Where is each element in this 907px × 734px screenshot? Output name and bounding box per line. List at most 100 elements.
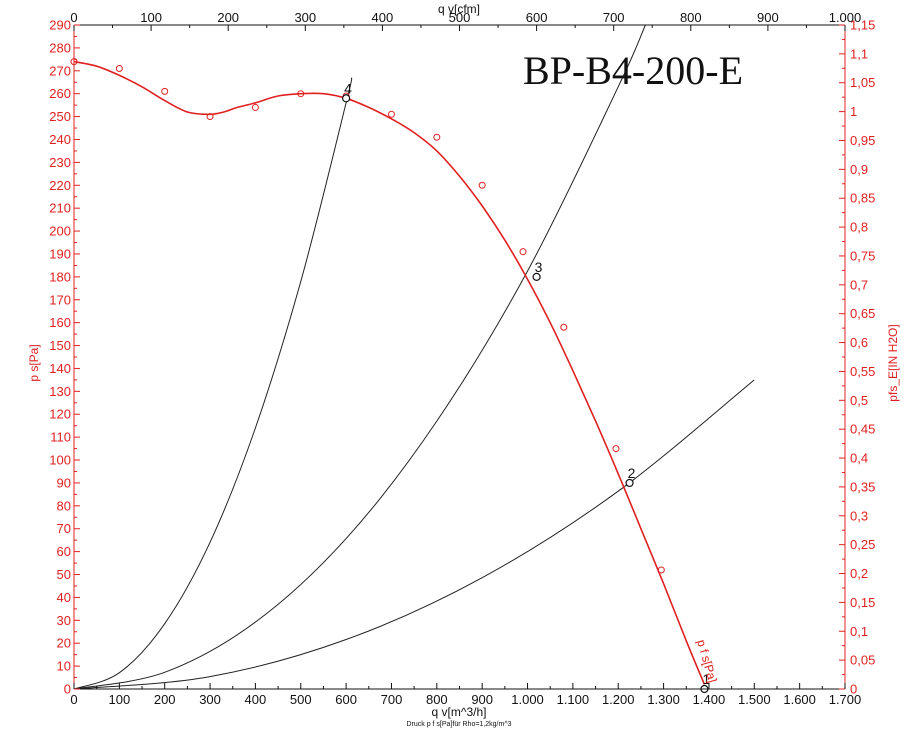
x2-tick-label: 400 — [372, 10, 394, 25]
y-axis-title: p s[Pa] — [27, 344, 41, 381]
y2-tick-label: 0,85 — [850, 191, 875, 206]
operating-point-label: 1 — [702, 671, 710, 687]
y-tick-label: 210 — [49, 201, 71, 216]
y-tick-label: 190 — [49, 246, 71, 261]
y-tick-label: 200 — [49, 224, 71, 239]
fan-curve-marker — [115, 65, 123, 73]
y2-tick-label: 0,5 — [850, 393, 868, 408]
y2-tick-label: 0,1 — [850, 624, 868, 639]
y-tick-label: 80 — [57, 498, 71, 513]
y-tick-label: 180 — [49, 269, 71, 284]
y-tick-label: 0 — [64, 682, 71, 697]
x-tick-label: 1.200 — [602, 692, 635, 707]
x-tick-label: 1.600 — [783, 692, 816, 707]
y-tick-label: 290 — [49, 18, 71, 33]
y2-tick-label: 0,6 — [850, 335, 868, 350]
y-tick-label: 250 — [49, 109, 71, 124]
x-tick-label: 600 — [335, 692, 357, 707]
x-tick-label: 200 — [154, 692, 176, 707]
y-tick-label: 160 — [49, 315, 71, 330]
x2-tick-label: 1.000 — [829, 10, 862, 25]
fan-curve-marker — [206, 113, 214, 121]
y2-tick-label: 0,25 — [850, 537, 875, 552]
y-tick-label: 260 — [49, 86, 71, 101]
x2-tick-label: 900 — [757, 10, 779, 25]
fan-curve-marker — [251, 103, 259, 111]
operating-point-marker — [625, 478, 634, 488]
x-tick-label: 400 — [245, 692, 267, 707]
x2-tick-label: 0 — [70, 10, 77, 25]
x-tick-label: 1.700 — [829, 692, 862, 707]
y2-tick-label: 1,05 — [850, 75, 875, 90]
system-curve-line — [73, 77, 353, 690]
y-tick-label: 220 — [49, 178, 71, 193]
y-tick-label: 60 — [57, 544, 71, 559]
y2-tick-label: 0,45 — [850, 422, 875, 437]
y2-tick-label: 0,05 — [850, 653, 875, 668]
y-tick-label: 30 — [57, 613, 71, 628]
y-tick-label: 270 — [49, 63, 71, 78]
x2-tick-label: 300 — [294, 10, 316, 25]
y-tick-label: 120 — [49, 407, 71, 422]
y2-tick-label: 0,7 — [850, 277, 868, 292]
y2-tick-label: 0,4 — [850, 451, 868, 466]
x2-tick-label: 800 — [680, 10, 702, 25]
x-tick-label: 1.400 — [693, 692, 726, 707]
y2-tick-label: 0,15 — [850, 595, 875, 610]
y2-tick-label: 0,35 — [850, 479, 875, 494]
system-curve-line — [73, 24, 646, 690]
chart-caption: Druck p f s[Pa]für Rho=1,2kg/m^3 — [406, 721, 511, 728]
x2-tick-label: 100 — [140, 10, 162, 25]
x-tick-label: 1.000 — [511, 692, 544, 707]
x-axis-title: q v[m^3/h] — [432, 705, 487, 719]
y-tick-label: 10 — [57, 659, 71, 674]
operating-point-label: 3 — [535, 259, 543, 275]
fan-curve-marker — [657, 566, 665, 574]
x-tick-label: 500 — [290, 692, 312, 707]
operating-point-label: 2 — [628, 465, 636, 481]
y2-tick-label: 1 — [850, 104, 857, 119]
y2-tick-label: 0,8 — [850, 220, 868, 235]
y-tick-label: 40 — [57, 590, 71, 605]
y2-tick-label: 0 — [850, 682, 857, 697]
fan-curve-line — [73, 60, 706, 685]
ticks-layer: 0 100 200 300 400 500 600 700 800 900 1.000 1.100 1.… — [49, 10, 875, 707]
y-tick-label: 20 — [57, 636, 71, 651]
y-tick-label: 240 — [49, 132, 71, 147]
fan-curve-marker — [387, 110, 395, 118]
chart-title: BP-B4-200-E — [523, 48, 743, 93]
x-tick-label: 700 — [381, 692, 403, 707]
y2-tick-label: 0,9 — [850, 162, 868, 177]
y2-tick-label: 0,55 — [850, 364, 875, 379]
x-tick-label: 1.300 — [647, 692, 680, 707]
x2-tick-label: 500 — [449, 10, 471, 25]
x2-tick-label: 600 — [526, 10, 548, 25]
fan-curve-marker — [161, 87, 169, 95]
y2-tick-label: 1,15 — [850, 18, 875, 33]
fan-curve-marker — [297, 90, 305, 98]
operating-point-marker — [342, 94, 351, 103]
x-tick-label: 100 — [109, 692, 131, 707]
y-tick-label: 110 — [50, 430, 71, 445]
y2-tick-label: 0,95 — [850, 133, 875, 148]
y2-axis-title: pfs_E[IN H2O] — [886, 324, 900, 401]
fan-curve-marker — [519, 248, 527, 256]
y-tick-label: 100 — [49, 453, 71, 468]
x-tick-label: 0 — [70, 692, 77, 707]
system-curve-line — [73, 379, 755, 690]
y-tick-label: 70 — [57, 521, 71, 536]
y2-tick-label: 0,3 — [850, 508, 868, 523]
y-tick-label: 280 — [49, 40, 71, 55]
x-tick-label: 300 — [199, 692, 221, 707]
y2-tick-label: 0,65 — [850, 306, 875, 321]
x-tick-label: 800 — [426, 692, 448, 707]
fan-curve-marker — [433, 133, 441, 141]
x2-tick-label: 200 — [217, 10, 239, 25]
operating-point-marker — [532, 272, 541, 281]
y-tick-label: 50 — [57, 567, 71, 582]
y-tick-label: 90 — [57, 475, 71, 490]
y-tick-label: 140 — [49, 361, 71, 376]
y-tick-label: 170 — [49, 292, 71, 307]
y2-tick-label: 0,75 — [850, 248, 875, 263]
